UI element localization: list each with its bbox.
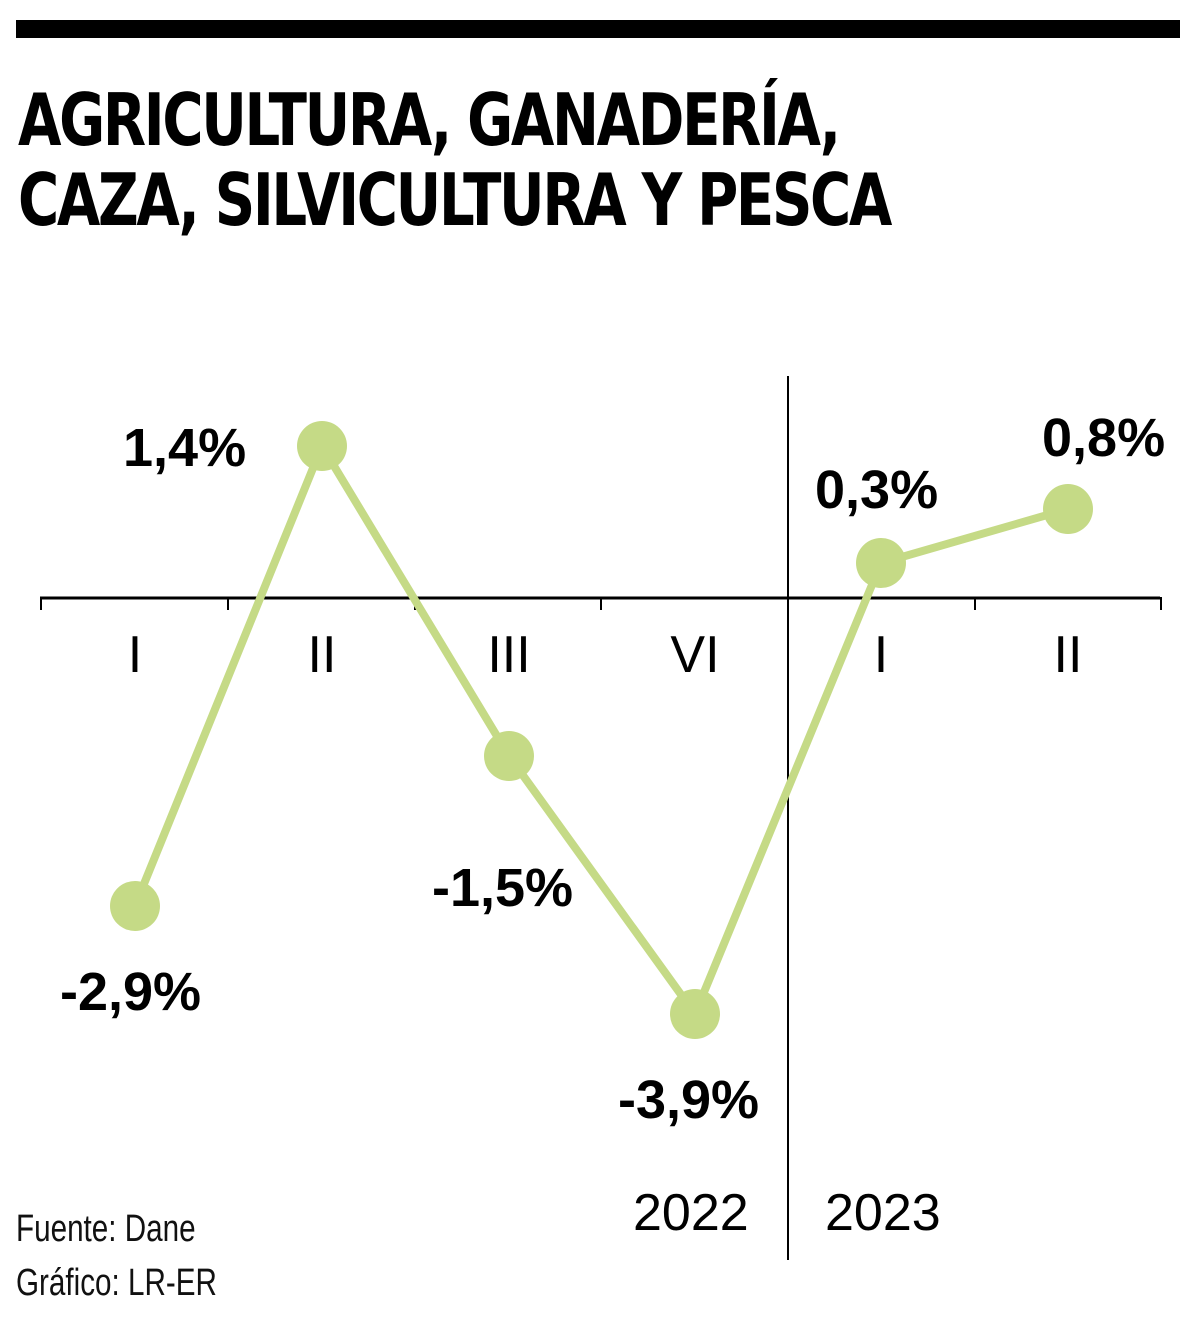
credit-text: Gráfico: LR-ER: [16, 1262, 217, 1304]
svg-text:I: I: [128, 626, 142, 684]
svg-text:-2,9%: -2,9%: [60, 962, 201, 1022]
svg-text:2022: 2022: [633, 1184, 749, 1242]
svg-text:I: I: [874, 626, 888, 684]
svg-text:II: II: [1054, 626, 1083, 684]
svg-text:1,4%: 1,4%: [123, 418, 246, 478]
x-tick-labels: I II III VI I II: [128, 626, 1083, 684]
svg-text:2023: 2023: [825, 1184, 941, 1242]
svg-text:-3,9%: -3,9%: [618, 1070, 759, 1130]
year-labels: 2022 2023: [633, 1184, 941, 1242]
source-text: Fuente: Dane: [16, 1208, 196, 1250]
chart-title: AGRICULTURA, GANADERÍA, CAZA, SILVICULTUR…: [18, 78, 892, 242]
svg-text:0,8%: 0,8%: [1042, 408, 1165, 468]
svg-text:III: III: [487, 626, 530, 684]
top-rule: [16, 20, 1180, 38]
data-labels: -2,9% 1,4% -1,5% -3,9% 0,3% 0,8%: [60, 408, 1165, 1130]
svg-text:VI: VI: [670, 626, 719, 684]
svg-text:-1,5%: -1,5%: [432, 858, 573, 918]
svg-text:II: II: [308, 626, 337, 684]
svg-text:0,3%: 0,3%: [815, 460, 938, 520]
data-points: [110, 421, 1093, 1039]
series-line: [131, 437, 1070, 1023]
